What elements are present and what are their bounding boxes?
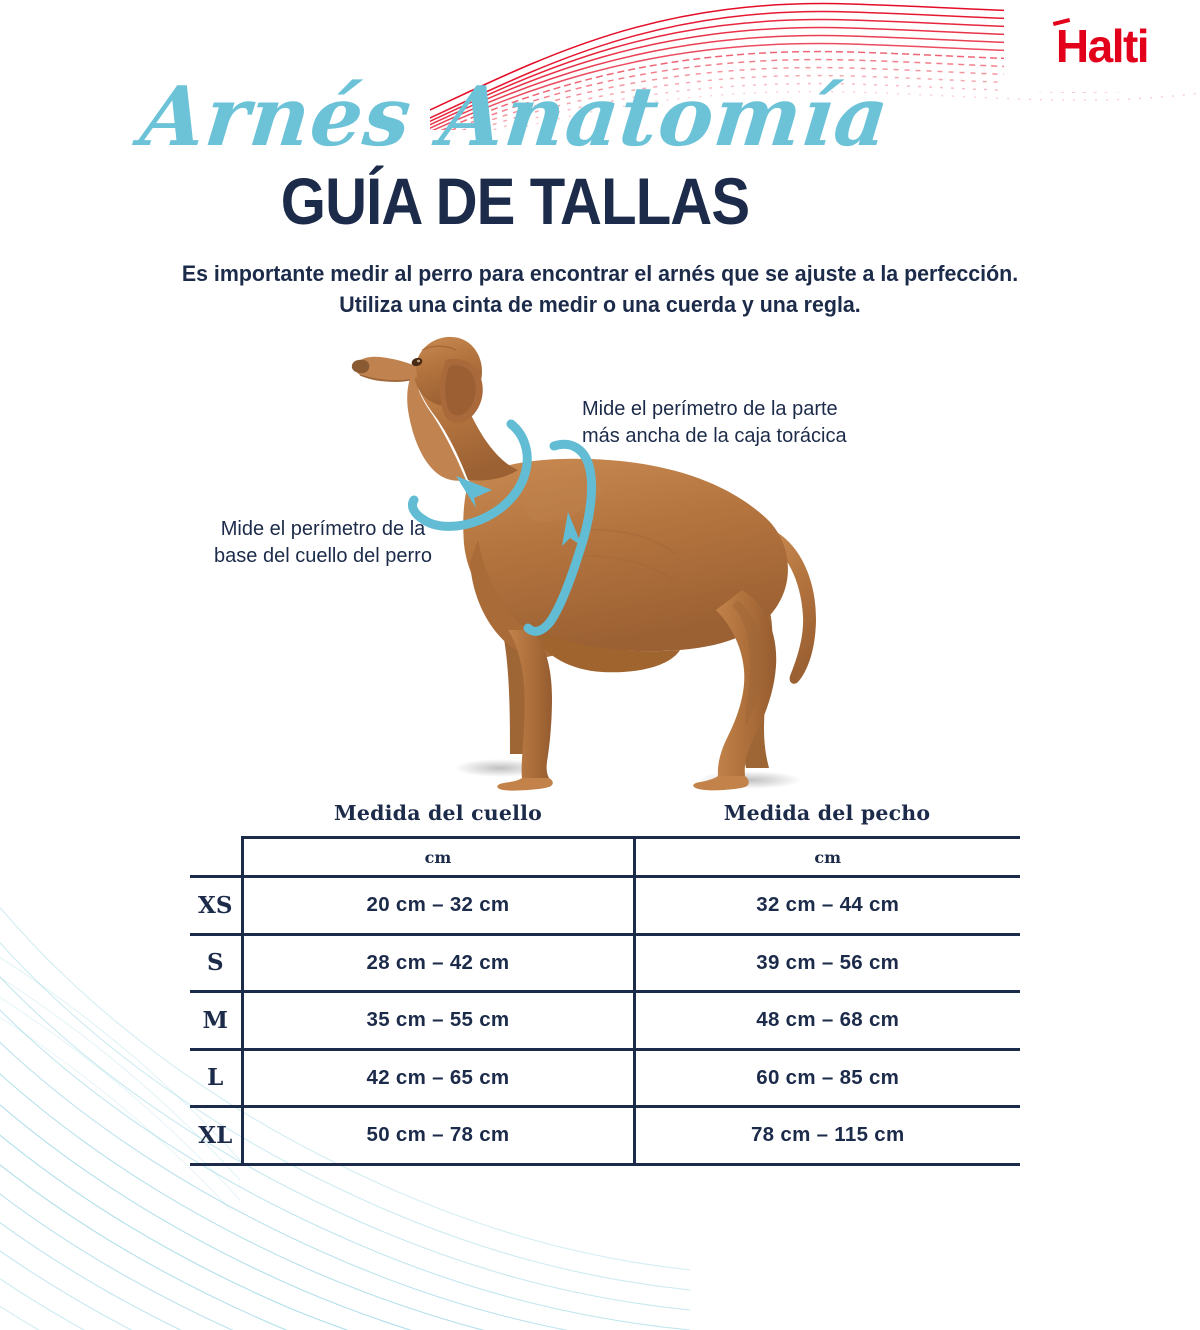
unit-size-blank (190, 838, 242, 877)
size-label: XL (190, 1106, 242, 1166)
callout-chest-line-1: Mide el perímetro de la parte (582, 398, 838, 420)
callout-neck-measure: Mide el perímetro de la base del cuello … (198, 516, 448, 570)
unit-chest: cm (632, 836, 1020, 878)
size-table: Medida del cuello Medida del pecho cm cm… (190, 790, 1020, 1166)
subtitle: Es importante medir al perro para encont… (125, 258, 1075, 320)
chest-measure-loop (545, 439, 596, 627)
size-label: S (190, 934, 242, 993)
callout-neck-line-2: base del cuello del perro (214, 544, 432, 567)
neck-range: 20 cm – 32 cm (240, 875, 634, 936)
table-row: L 42 cm – 65 cm 60 cm – 85 cm (190, 1049, 1020, 1108)
halti-logo-text: Halti (1055, 20, 1150, 72)
subtitle-line-1: Es importante medir al perro para encont… (181, 261, 1019, 286)
header-size-blank (190, 790, 242, 838)
chest-range: 39 cm – 56 cm (632, 934, 1020, 993)
table-header-row: Medida del cuello Medida del pecho (190, 790, 1020, 838)
header-neck-measure: Medida del cuello (334, 801, 542, 825)
subtitle-line-2: Utiliza una cinta de medir o una cuerda … (339, 292, 861, 318)
callout-chest-measure: Mide el perímetro de la parte más ancha … (582, 396, 847, 450)
halti-logo: Halti (1004, 0, 1200, 92)
neck-measure-loop (419, 419, 532, 531)
neck-range: 35 cm – 55 cm (240, 991, 634, 1051)
dog-photo-vizsla (351, 336, 816, 791)
callout-chest-line-2: más ancha de la caja torácica (582, 424, 847, 447)
neck-range: 50 cm – 78 cm (240, 1106, 634, 1166)
chest-measure-arrowhead (562, 512, 582, 546)
chest-range: 60 cm – 85 cm (632, 1049, 1020, 1108)
callout-neck-line-1: Mide el perímetro de la (220, 518, 426, 540)
chest-range: 78 cm – 115 cm (632, 1106, 1020, 1166)
neck-measure-arrowhead (456, 476, 492, 508)
dog-illustration (318, 330, 848, 800)
chest-range: 48 cm – 68 cm (632, 991, 1020, 1051)
neck-range: 28 cm – 42 cm (240, 934, 634, 993)
page-title: GUÍA DE TALLAS (280, 164, 750, 238)
neck-range: 42 cm – 65 cm (240, 1049, 634, 1108)
table-row: M 35 cm – 55 cm 48 cm – 68 cm (190, 991, 1020, 1051)
table-row: XS 20 cm – 32 cm 32 cm – 44 cm (190, 875, 1020, 936)
unit-neck: cm (240, 836, 634, 878)
header-chest-measure: Medida del pecho (723, 801, 931, 825)
table-row: XL 50 cm – 78 cm 78 cm – 115 cm (190, 1106, 1020, 1166)
size-label: L (190, 1049, 242, 1108)
table-unit-row: cm cm (190, 836, 1020, 878)
script-title: Arnés Anatomía (136, 69, 894, 165)
size-label: M (190, 991, 242, 1051)
chest-range: 32 cm – 44 cm (632, 875, 1020, 936)
measurement-arrows (407, 419, 596, 636)
size-label: XS (190, 875, 242, 936)
table-row: S 28 cm – 42 cm 39 cm – 56 cm (190, 934, 1020, 993)
